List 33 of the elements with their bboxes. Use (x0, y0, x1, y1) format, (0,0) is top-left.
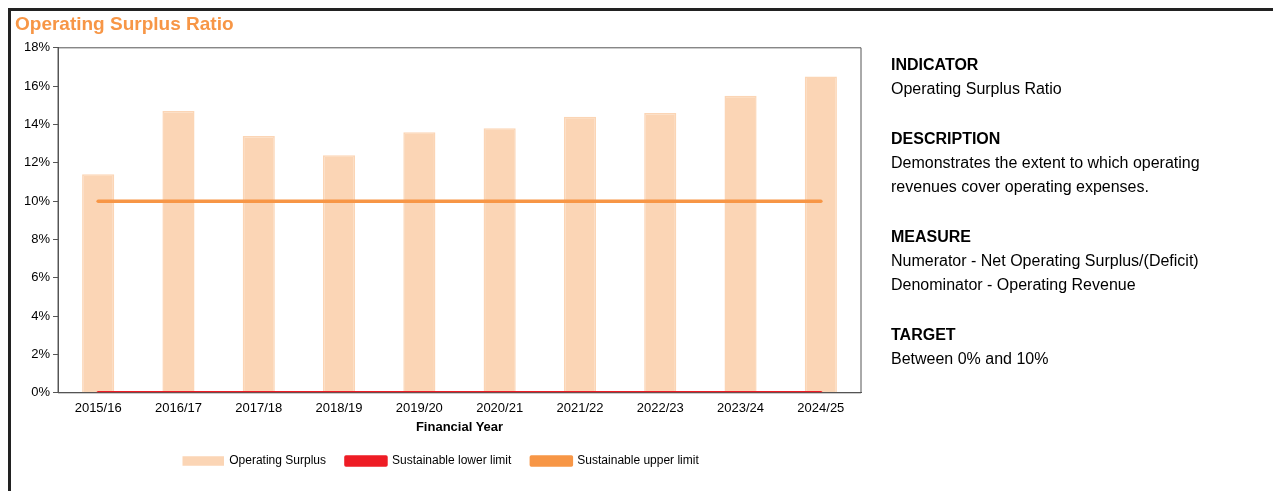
x-tick-label: 2021/22 (556, 400, 604, 416)
x-tick-label: 2018/19 (315, 400, 363, 416)
y-tick-label: 14% (23, 116, 51, 132)
x-tick-label: 2024/25 (797, 400, 845, 416)
text: Numerator - Net Operating Surplus/(Deficit) Denominator - Operating Revenue (891, 251, 1200, 295)
text: TARGET (891, 325, 957, 345)
text: INDICATOR (891, 55, 980, 75)
legend-label: Operating Surplus (229, 453, 326, 468)
chart-title: Operating Surplus Ratio (14, 12, 235, 36)
text: Demonstrates the extent to which operating revenues cover operating expenses. (891, 153, 1201, 197)
x-tick-label: 2019/20 (395, 400, 443, 416)
x-axis-title: Financial Year (415, 418, 504, 434)
y-tick-label: 16% (23, 77, 51, 93)
y-tick-label: 12% (23, 154, 51, 170)
y-tick-label: 6% (31, 269, 51, 285)
y-tick-label: 10% (23, 192, 51, 208)
text: Between 0% and 10% (891, 349, 1050, 369)
legend-label: Sustainable lower limit (391, 453, 513, 468)
text: Operating Surplus Ratio (891, 79, 1063, 99)
y-tick-label: 2% (31, 346, 51, 362)
y-tick-label: 4% (31, 307, 51, 323)
x-tick-label: 2023/24 (717, 400, 765, 416)
x-tick-label: 2017/18 (235, 400, 283, 416)
x-tick-label: 2020/21 (476, 400, 524, 416)
x-tick-label: 2015/16 (74, 400, 122, 416)
x-tick-label: 2016/17 (154, 400, 202, 416)
legend-label: Sustainable upper limit (577, 453, 700, 468)
text: MEASURE (891, 227, 972, 247)
y-tick-label: 18% (23, 39, 51, 55)
text: DESCRIPTION (891, 129, 1002, 149)
y-tick-label: 0% (31, 384, 51, 400)
y-tick-label: 8% (31, 231, 51, 247)
x-tick-label: 2022/23 (636, 400, 684, 416)
